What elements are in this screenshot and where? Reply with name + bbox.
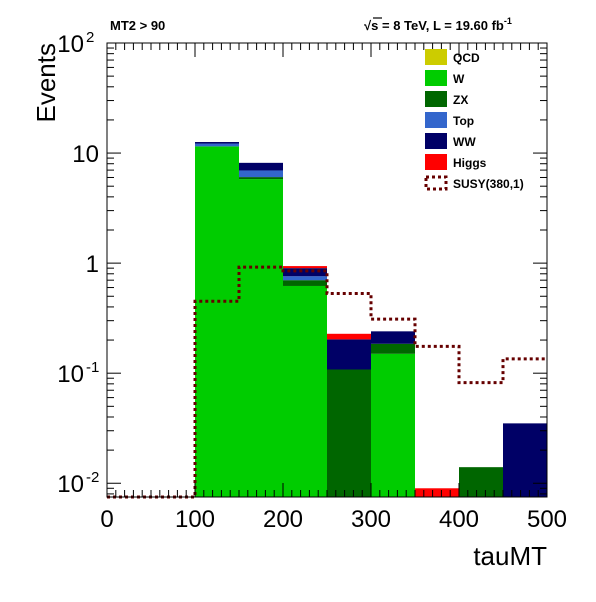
bar-ww-bin-5 [327,339,371,370]
y-tick-label-0.01: 10 [57,471,84,498]
legend-label-ww: WW [453,135,476,149]
title-right-superscript: -1 [504,16,512,26]
x-axis-title: tauMT [473,541,547,571]
y-tick-label-1: 1 [86,251,99,278]
x-tick-label-0: 0 [100,506,113,533]
y-tick-label-0.1: 10 [57,361,84,388]
bar-ww-bin-6 [371,331,415,344]
legend-label-higgs: Higgs [453,156,487,170]
bar-ww-bin-4 [283,268,327,277]
legend-swatch-higgs [425,154,447,170]
x-tick-label-500: 500 [527,506,567,533]
bar-w-bin-6 [371,353,415,497]
chart-title-right: √s = 8 TeV, L = 19.60 fb-1 [364,16,512,33]
y-axis-title: Events [31,43,61,123]
legend-label-zx: ZX [453,93,468,107]
legend-label-top: Top [453,114,474,128]
bar-higgs-bin-4 [283,266,327,269]
bar-ww-bin-2 [195,142,239,144]
y-tick-exponent-0.01: -2 [86,469,99,486]
bar-top-bin-3 [239,170,283,178]
sqrt-symbol: √ [364,18,372,33]
bar-zx-bin-3 [239,177,283,180]
legend-swatch-qcd [425,49,447,65]
bar-zx-bin-4 [283,280,327,286]
legend-label-susy-380-1-: SUSY(380,1) [453,177,524,191]
legend-swatch-zx [425,91,447,107]
x-tick-label-100: 100 [175,506,215,533]
sqrt-s-letter: s [371,18,378,33]
y-tick-exponent-0.1: -1 [86,359,99,376]
bar-zx-bin-6 [371,343,415,354]
bar-higgs-bin-7 [415,488,459,497]
y-tick-exponent-100: 2 [86,29,94,46]
chart-title-left: MT2 > 90 [110,18,165,33]
y-tick-label-100: 10 [57,31,84,58]
legend-label-w: W [453,72,465,86]
x-tick-label-400: 400 [439,506,479,533]
bar-ww-bin-9 [503,423,547,497]
legend-swatch-susy-380-1- [424,175,448,191]
bar-zx-bin-8 [459,467,503,497]
title-right-main: = 8 TeV, L = 19.60 fb [378,18,504,33]
axis-ticks [106,42,548,497]
signal-overlay-line [107,265,547,499]
legend-swatch-top [425,112,447,128]
bar-w-bin-4 [283,285,327,497]
bar-ww-bin-3 [239,162,283,171]
bar-higgs-bin-5 [327,333,371,340]
bar-top-bin-2 [195,143,239,147]
bar-w-bin-3 [239,179,283,497]
legend-label-qcd: QCD [453,51,480,65]
bar-top-bin-4 [283,276,327,281]
x-tick-label-200: 200 [263,506,303,533]
stacked-bars [195,142,547,497]
legend-swatch-ww [425,133,447,149]
y-tick-label-10: 10 [72,141,99,168]
signal-overlay [107,265,547,499]
legend-swatch-w [425,70,447,86]
bar-zx-bin-5 [327,369,371,497]
bar-w-bin-2 [195,146,239,497]
legend: QCD W ZX Top WW Higgs SUSY(380,1) [424,49,524,191]
x-tick-label-300: 300 [351,506,391,533]
